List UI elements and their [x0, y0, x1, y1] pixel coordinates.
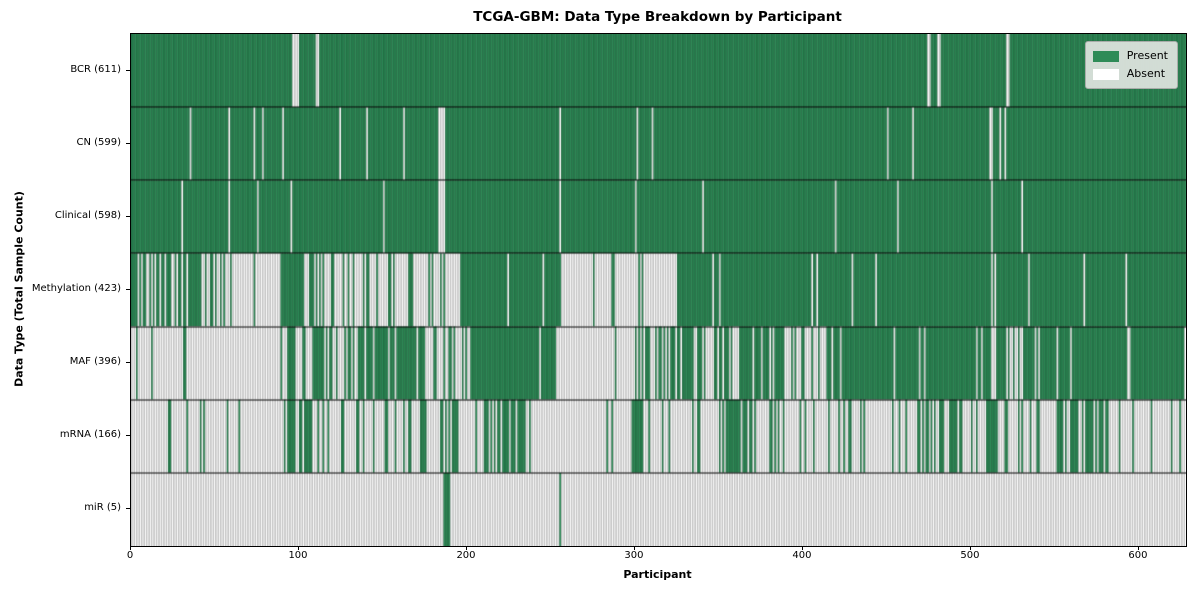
x-tick-mark — [1137, 546, 1139, 550]
y-tick-label: Clinical (598) — [54, 209, 121, 221]
y-tick-mark — [126, 508, 130, 510]
x-tick-label: 300 — [624, 550, 644, 561]
legend-label-absent: Absent — [1126, 67, 1166, 80]
heatmap-canvas — [131, 34, 1186, 546]
plot-area: Present Absent — [130, 33, 1187, 547]
x-tick-mark — [465, 546, 467, 550]
legend-item-present: Present — [1092, 47, 1168, 65]
x-tick-mark — [801, 546, 803, 550]
y-tick-mark — [126, 142, 130, 144]
present-swatch-icon — [1092, 50, 1119, 62]
y-tick-mark — [126, 69, 130, 71]
x-tick-mark — [633, 546, 635, 550]
y-tick-mark — [126, 362, 130, 364]
legend-label-present: Present — [1126, 49, 1168, 62]
x-tick-label: 600 — [1128, 550, 1148, 561]
y-tick-label: miR (5) — [84, 502, 121, 514]
y-tick-label: Methylation (423) — [31, 283, 121, 294]
absent-swatch-icon — [1092, 68, 1119, 80]
chart-title: TCGA-GBM: Data Type Breakdown by Partici… — [473, 9, 842, 25]
y-tick-label: CN (599) — [76, 136, 121, 148]
x-tick-mark — [969, 546, 971, 550]
y-tick-mark — [126, 289, 130, 290]
y-tick-mark — [126, 215, 130, 217]
y-tick-label: MAF (396) — [69, 356, 121, 368]
x-axis-label: Participant — [623, 568, 692, 581]
y-tick-label: BCR (611) — [70, 63, 121, 75]
legend: Present Absent — [1084, 41, 1178, 89]
y-tick-label: mRNA (166) — [59, 429, 121, 441]
x-tick-label: 100 — [288, 550, 308, 561]
legend-item-absent: Absent — [1092, 65, 1168, 83]
x-tick-label: 400 — [792, 550, 812, 561]
x-tick-label: 200 — [456, 550, 476, 561]
y-tick-mark — [126, 435, 130, 437]
x-tick-mark — [297, 546, 299, 550]
x-tick-mark — [130, 546, 131, 550]
x-tick-label: 0 — [126, 550, 134, 561]
x-tick-label: 500 — [960, 550, 980, 561]
